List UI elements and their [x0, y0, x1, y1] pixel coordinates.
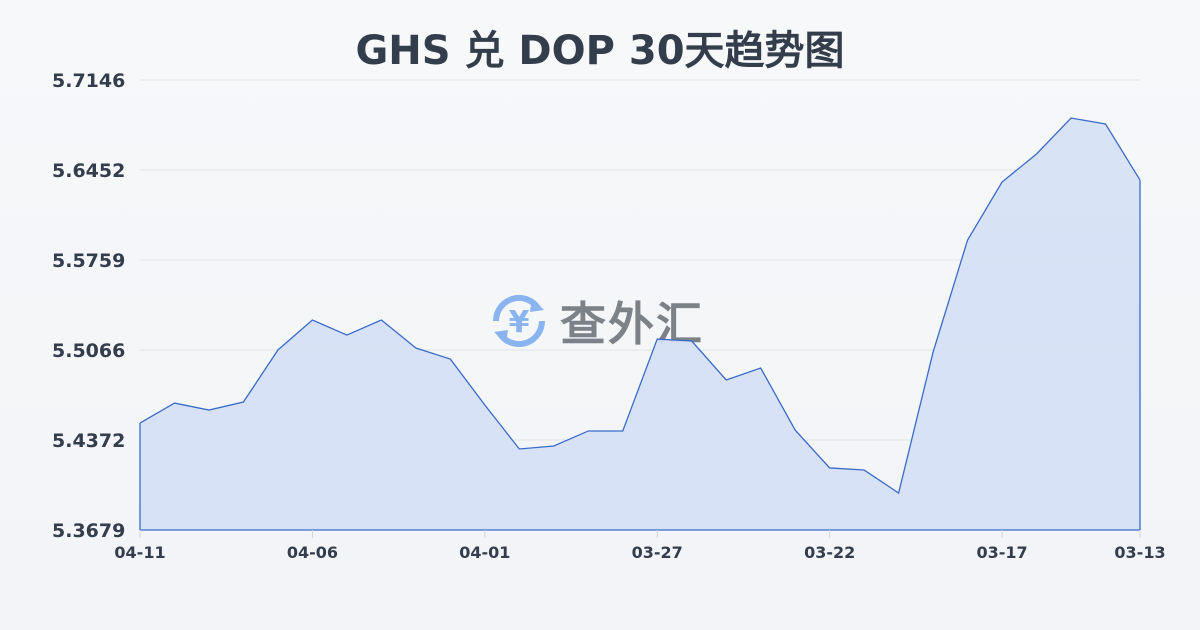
- y-tick-label: 5.3679: [52, 520, 125, 542]
- x-tick-label: 03-13: [1114, 543, 1165, 562]
- y-tick-label: 5.4372: [52, 430, 125, 452]
- x-tick-label: 03-22: [804, 543, 855, 562]
- chart-title: GHS 兑 DOP 30天趋势图: [355, 28, 845, 74]
- y-tick-label: 5.5066: [52, 340, 125, 362]
- y-tick-label: 5.6452: [52, 160, 125, 182]
- y-tick-label: 5.7146: [52, 70, 125, 92]
- series-line: [139, 117, 1141, 495]
- svg-text:¥: ¥: [509, 305, 530, 340]
- area-fill: [140, 118, 1140, 530]
- yuan-exchange-icon: ¥: [492, 294, 546, 348]
- x-tick-label: 03-27: [632, 543, 683, 562]
- x-tick-label: 04-11: [114, 543, 165, 562]
- x-tick-label: 04-06: [287, 543, 338, 562]
- x-tick-label: 04-01: [459, 543, 510, 562]
- x-tick-label: 03-17: [976, 543, 1027, 562]
- y-tick-label: 5.5759: [52, 250, 125, 272]
